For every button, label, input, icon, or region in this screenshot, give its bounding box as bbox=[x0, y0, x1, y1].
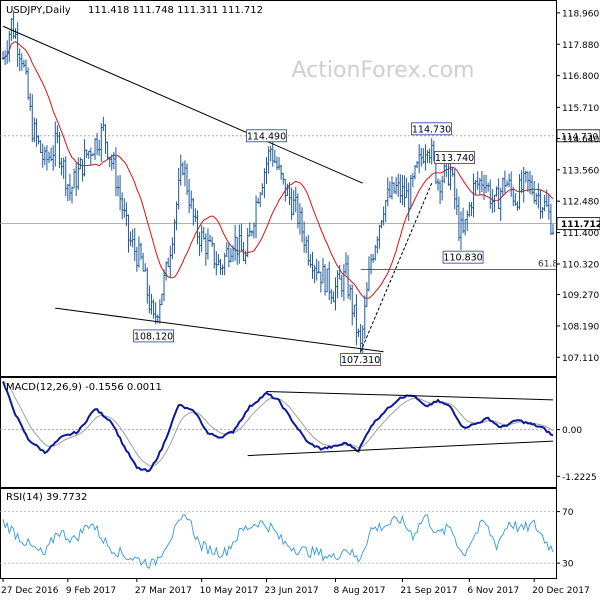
x-tick-label: 23 Jun 2017 bbox=[264, 586, 318, 596]
price-tick-label: 111.400 bbox=[562, 229, 599, 239]
x-tick-label: 8 Aug 2017 bbox=[334, 586, 386, 596]
x-tick-label: 27 Dec 2016 bbox=[1, 586, 59, 596]
annotation-box bbox=[340, 353, 382, 366]
moving-average-line bbox=[2, 40, 554, 299]
price-tick-label: 115.710 bbox=[562, 104, 599, 114]
x-tick-label: 27 Mar 2017 bbox=[135, 586, 192, 596]
price-tick-label: 114.640 bbox=[562, 135, 599, 145]
price-level-box bbox=[556, 129, 600, 143]
price-level-box bbox=[556, 217, 600, 230]
macd-trendlines bbox=[247, 390, 554, 457]
macd-lines bbox=[2, 380, 554, 473]
macd-title: MACD(12,26,9) -0.1556 0.0011 bbox=[6, 382, 162, 393]
watermark: ActionForex.com bbox=[292, 58, 475, 83]
macd-y-axis: 0.00 -1.2225 bbox=[0, 426, 597, 483]
price-trendline bbox=[2, 25, 363, 184]
rsi-line bbox=[2, 514, 554, 569]
macd-trendline bbox=[266, 390, 554, 401]
annotation-box bbox=[434, 151, 475, 164]
macd-tick-label: 0.00 bbox=[562, 426, 582, 436]
price-panel-frame bbox=[0, 0, 557, 377]
price-y-axis: 118.960 117.880 116.800 115.710 114.640 113.5… bbox=[556, 9, 599, 364]
rsi-y-axis: 70 30 bbox=[0, 508, 574, 570]
annotation-box bbox=[411, 122, 452, 136]
rsi-tick-label: 70 bbox=[562, 508, 574, 518]
rsi-title: RSI(14) 39.7732 bbox=[6, 492, 87, 503]
ohlc-readout: 111.418 111.748 111.311 111.712 bbox=[88, 5, 263, 16]
price-trendline bbox=[360, 182, 433, 352]
price-annotations: 114.490 108.120 107.310 114.730 113.740 110.8… bbox=[133, 122, 484, 366]
price-tick-label: 108.190 bbox=[562, 322, 599, 332]
fib-level-label: 61.8 bbox=[538, 260, 558, 270]
price-tick-label: 117.880 bbox=[562, 41, 599, 51]
price-tick-label: 107.110 bbox=[562, 354, 599, 364]
x-tick-label: 9 Feb 2017 bbox=[66, 586, 116, 596]
rsi-panel-frame bbox=[0, 488, 557, 579]
annotation-label: 108.120 bbox=[134, 331, 173, 342]
annotation-label: 107.310 bbox=[341, 355, 380, 366]
price-level-lines: 114.730 111.712 61.8 bbox=[0, 129, 600, 270]
annotation-label: 114.490 bbox=[247, 131, 286, 142]
macd-panel-frame bbox=[0, 377, 557, 488]
macd-trendline bbox=[247, 440, 554, 457]
moving-average bbox=[2, 40, 554, 299]
x-axis: 27 Dec 2016 9 Feb 2017 27 Mar 2017 10 May 2… bbox=[1, 578, 590, 596]
price-title: USDJPY,Daily bbox=[6, 5, 71, 16]
x-tick-label: 6 Nov 2017 bbox=[467, 586, 519, 596]
price-tick-label: 112.480 bbox=[562, 198, 599, 208]
annotation-label: 114.730 bbox=[412, 124, 451, 135]
annotation-box bbox=[133, 329, 174, 343]
price-tick-label: 110.320 bbox=[562, 260, 599, 270]
price-tick-label: 116.800 bbox=[562, 72, 599, 82]
x-tick-label: 21 Sep 2017 bbox=[400, 586, 457, 596]
price-level-label: 111.712 bbox=[561, 220, 600, 230]
annotation-box bbox=[442, 250, 484, 264]
x-tick-label: 10 May 2017 bbox=[200, 586, 259, 596]
price-tick-label: 118.960 bbox=[562, 9, 599, 19]
annotation-label: 110.830 bbox=[443, 253, 482, 264]
price-level-label: 114.730 bbox=[561, 132, 598, 142]
rsi-line bbox=[2, 514, 554, 569]
annotation-box bbox=[246, 129, 287, 143]
price-tick-label: 109.270 bbox=[562, 291, 599, 301]
annotation-label: 113.740 bbox=[435, 153, 474, 164]
price-bars bbox=[1, 10, 555, 355]
macd-line bbox=[2, 381, 554, 473]
price-tick-label: 113.560 bbox=[562, 166, 599, 176]
price-trendline bbox=[55, 307, 384, 353]
price-trendlines bbox=[2, 25, 433, 353]
x-tick-label: 20 Dec 2017 bbox=[532, 586, 590, 596]
macd-tick-label: -1.2225 bbox=[562, 473, 597, 483]
rsi-tick-label: 30 bbox=[562, 560, 574, 570]
